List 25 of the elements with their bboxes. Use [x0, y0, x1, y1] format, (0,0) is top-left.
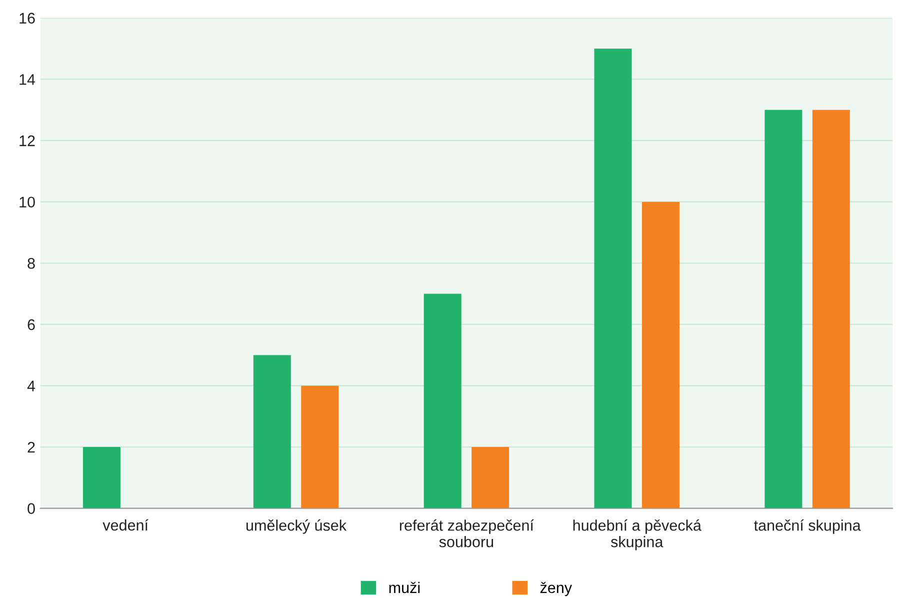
bar	[642, 202, 680, 508]
bar	[82, 447, 120, 508]
y-tick-label: 12	[20, 135, 35, 146]
y-tick-label: 2	[28, 442, 35, 453]
y-tick-label: 4	[27, 380, 36, 392]
bar	[594, 48, 632, 508]
bar	[812, 110, 850, 508]
legend-label: muži	[389, 582, 420, 594]
bar	[764, 110, 802, 508]
bar	[472, 447, 510, 508]
y-tick-label: 0	[28, 503, 35, 514]
bar	[424, 294, 462, 508]
y-tick-label: 8	[28, 258, 35, 269]
x-tick-label: vedení	[102, 519, 148, 531]
x-tick-label: referát zabezpečení souboru	[400, 519, 534, 548]
x-tick-label: umělecký úsek	[246, 519, 347, 534]
bar	[253, 355, 291, 508]
y-tick-label: 10	[20, 196, 35, 208]
legend-label: ženy	[540, 582, 572, 596]
x-tick-label: hudební a pěvecká skupina	[573, 519, 702, 550]
y-tick-label: 14	[20, 74, 36, 85]
y-tick-label: 16	[20, 12, 35, 24]
y-tick-label: 6	[28, 319, 35, 330]
bar	[301, 386, 339, 508]
x-tick-label: taneční skupina	[754, 519, 861, 534]
